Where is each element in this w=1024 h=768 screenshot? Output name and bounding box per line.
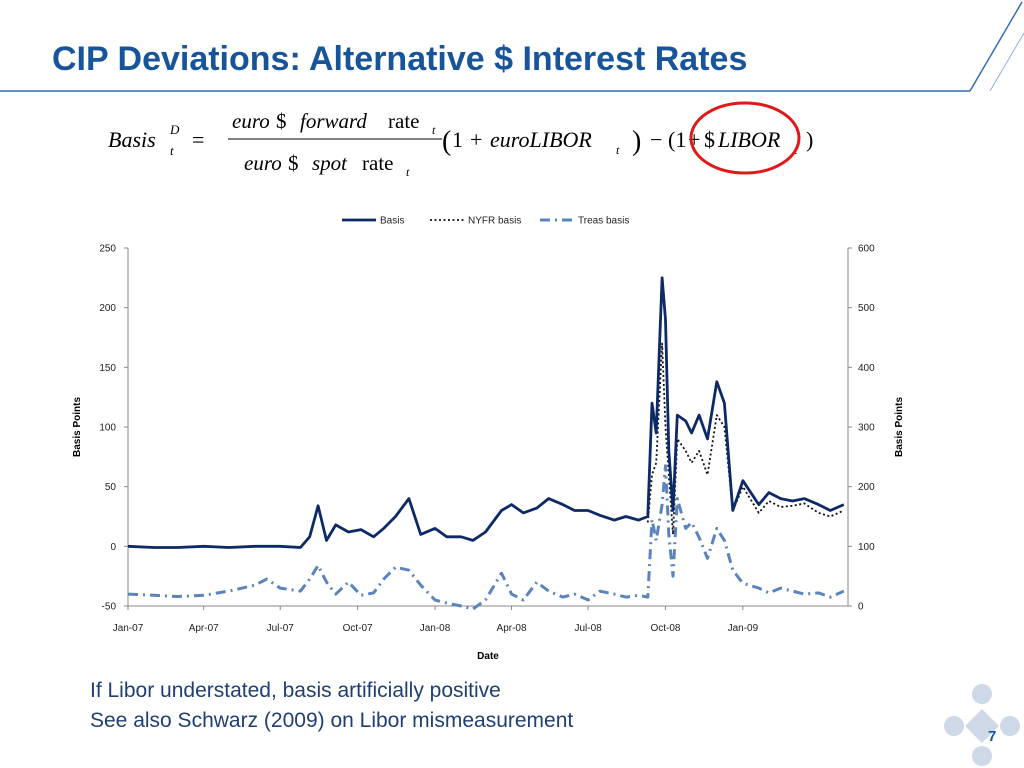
formula-den-word: spot bbox=[312, 151, 348, 175]
y-tick-label-right: 500 bbox=[858, 303, 875, 314]
formula-dollar-libor: LIBOR bbox=[717, 127, 781, 152]
y-tick-label: 0 bbox=[110, 542, 116, 553]
y-tick-label-right: 400 bbox=[858, 363, 875, 374]
bullet-item: See also Schwarz (2009) on Libor mismeas… bbox=[90, 709, 574, 732]
legend-entry: Basis bbox=[380, 216, 404, 227]
y-tick-label-right: 0 bbox=[858, 602, 864, 613]
x-tick-label: Oct-07 bbox=[343, 623, 373, 634]
y-axis-label-right: Basis Points bbox=[894, 397, 905, 457]
x-tick-label: Jan-09 bbox=[728, 623, 759, 634]
y-tick-label: 200 bbox=[99, 303, 116, 314]
title-accent-lines bbox=[0, 1, 1024, 92]
y-tick-label: 50 bbox=[105, 482, 117, 493]
x-tick-label: Jan-07 bbox=[113, 623, 144, 634]
series-line-nyfr-basis bbox=[646, 342, 845, 536]
series-line-basis bbox=[127, 276, 845, 549]
y-tick-label: 250 bbox=[99, 244, 116, 255]
formula-plus-a: + bbox=[470, 127, 482, 152]
formula-close-paren: ) bbox=[632, 126, 641, 157]
y-axis-label: Basis Points bbox=[72, 397, 83, 457]
formula-equals: = bbox=[192, 127, 204, 152]
y-tick-label-right: 100 bbox=[858, 542, 875, 553]
bullet-list: If Libor understated, basis artificially… bbox=[90, 676, 573, 736]
x-tick-label: Apr-08 bbox=[497, 623, 527, 634]
formula-dollar-sign: $ bbox=[704, 127, 715, 152]
y-tick-label-right: 600 bbox=[858, 244, 875, 255]
formula-den-dollar: $ bbox=[288, 151, 299, 175]
page-number: 7 bbox=[988, 728, 997, 745]
formula-open-paren: ( bbox=[442, 126, 451, 157]
formula-euro-libor: euroLIBOR bbox=[490, 127, 592, 152]
chart-axes: -50 0 50 100 150 200 250 0 100 200 300 400 500 600 Jan… bbox=[99, 244, 875, 635]
formula-num-sub: t bbox=[432, 123, 436, 137]
accent-diagonal-1 bbox=[969, 1, 1023, 92]
formula-lhs-sub: t bbox=[170, 143, 174, 158]
slide-title: CIP Deviations: Alternative $ Interest R… bbox=[52, 40, 748, 78]
y-tick-label-right: 300 bbox=[858, 423, 875, 434]
basis-chart: Basis NYFR basis Treas basis -50 0 50 100 150 2… bbox=[72, 216, 905, 663]
x-tick-label: Oct-08 bbox=[650, 623, 680, 634]
formula-den-sub: t bbox=[406, 165, 410, 179]
formula-lhs-sup: D bbox=[169, 122, 180, 137]
formula-num-word: forward bbox=[300, 109, 367, 133]
y-tick-label: 150 bbox=[99, 363, 116, 374]
chart-plot-area bbox=[127, 276, 845, 611]
bullet-item: If Libor understated, basis artificially… bbox=[90, 679, 501, 702]
basis-formula: Basis D t = euro $ forward rate t euro $… bbox=[108, 101, 813, 179]
formula-num-euro: euro bbox=[232, 109, 270, 133]
x-tick-label: Jul-08 bbox=[574, 623, 602, 634]
x-tick-label: Jan-08 bbox=[420, 623, 451, 634]
x-tick-label: Jul-07 bbox=[267, 623, 295, 634]
accent-diagonal-2 bbox=[989, 32, 1024, 92]
x-tick-label: Apr-07 bbox=[189, 623, 219, 634]
series-line-treas-basis bbox=[127, 464, 845, 611]
formula-euro-libor-sub: t bbox=[616, 143, 620, 157]
formula-num-dollar: $ bbox=[276, 109, 287, 133]
formula-open-paren-b: (1 bbox=[668, 127, 686, 152]
formula-lhs-base: Basis bbox=[108, 127, 156, 152]
y-tick-label: -50 bbox=[102, 602, 117, 613]
logo-icon bbox=[944, 684, 1020, 766]
legend-entry: Treas basis bbox=[578, 216, 629, 227]
formula-one: 1 bbox=[452, 127, 463, 152]
formula-num-rate: rate bbox=[388, 109, 419, 133]
formula-den-rate: rate bbox=[362, 151, 393, 175]
x-axis-label: Date bbox=[477, 651, 499, 662]
formula-close-paren-b: ) bbox=[806, 127, 813, 152]
formula-den-euro: euro bbox=[244, 151, 282, 175]
chart-legend: Basis NYFR basis Treas basis bbox=[342, 216, 629, 227]
legend-entry: NYFR basis bbox=[468, 216, 521, 227]
y-tick-label-right: 200 bbox=[858, 482, 875, 493]
libor-highlight-circle bbox=[689, 101, 801, 175]
y-tick-label: 100 bbox=[99, 423, 116, 434]
formula-minus: − bbox=[650, 127, 662, 152]
